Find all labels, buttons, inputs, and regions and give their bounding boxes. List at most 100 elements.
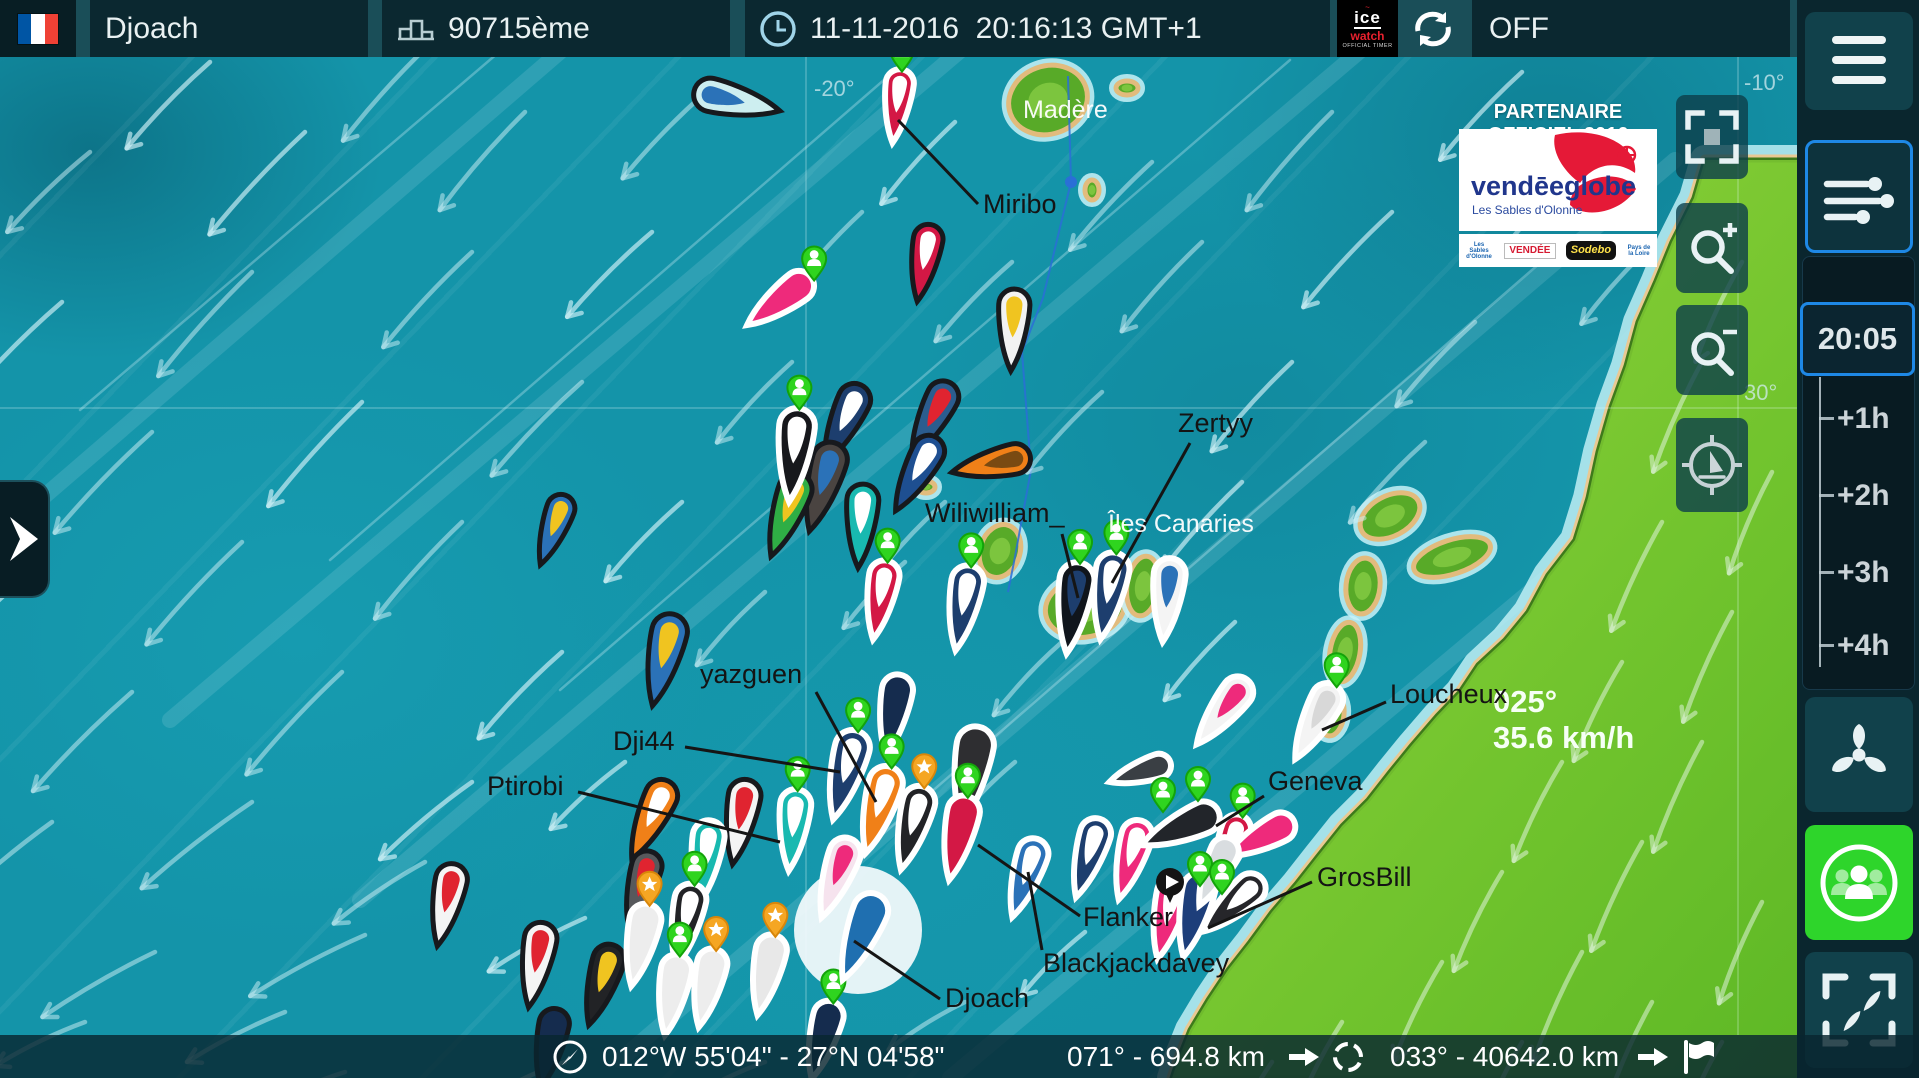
boat[interactable] bbox=[827, 888, 894, 986]
menu-button[interactable] bbox=[1805, 12, 1913, 110]
wind-arrow bbox=[1510, 759, 1565, 864]
boat[interactable] bbox=[527, 490, 579, 570]
timeline-step-1h[interactable]: +1h bbox=[1837, 402, 1890, 435]
wind-arrow bbox=[476, 649, 565, 741]
timeline-step-2h[interactable]: +2h bbox=[1837, 479, 1890, 512]
boat-label[interactable]: Miribo bbox=[983, 189, 1057, 219]
boat-label[interactable]: Loucheux bbox=[1390, 679, 1508, 709]
clock-panel[interactable]: 11-11-2016 20:16:13 GMT+1 bbox=[745, 0, 1330, 57]
boat[interactable] bbox=[1135, 796, 1225, 859]
wind-layer-button[interactable] bbox=[1805, 140, 1913, 253]
engine-options-button[interactable] bbox=[1805, 697, 1913, 812]
boat[interactable] bbox=[422, 861, 471, 952]
friend-pin[interactable] bbox=[1208, 859, 1236, 896]
friend-pin[interactable] bbox=[681, 850, 708, 888]
boat[interactable] bbox=[807, 833, 866, 924]
boat[interactable] bbox=[617, 774, 683, 866]
boat[interactable] bbox=[716, 776, 764, 870]
player-name-button[interactable]: Djoach bbox=[90, 0, 368, 57]
boat[interactable] bbox=[573, 940, 628, 1031]
friend-pin[interactable] bbox=[1323, 652, 1350, 689]
boat-label[interactable]: Djoach bbox=[945, 983, 1029, 1013]
current-time-box[interactable]: 20:05 bbox=[1800, 302, 1915, 376]
friends-icon bbox=[1820, 844, 1898, 921]
playback-marker[interactable] bbox=[1156, 868, 1184, 903]
friends-button[interactable] bbox=[1805, 825, 1913, 940]
wind-arrow bbox=[933, 259, 1015, 344]
boat[interactable] bbox=[1220, 807, 1301, 868]
boat[interactable] bbox=[858, 557, 903, 646]
route-waypoint-dot[interactable] bbox=[1065, 176, 1077, 188]
label-line bbox=[1026, 871, 1044, 951]
label-line bbox=[1321, 700, 1387, 732]
center-on-boat-button[interactable] bbox=[1676, 418, 1748, 512]
friend-pin[interactable] bbox=[954, 762, 981, 800]
label-line bbox=[1215, 794, 1265, 828]
boat[interactable] bbox=[842, 481, 882, 574]
friend-pin[interactable] bbox=[1067, 528, 1094, 566]
friend-pin[interactable] bbox=[878, 733, 905, 771]
country-flag-button[interactable] bbox=[0, 0, 76, 57]
star-pin[interactable] bbox=[636, 870, 663, 908]
boat-label[interactable]: Flanker bbox=[1083, 902, 1173, 932]
timeline-step-3h[interactable]: +3h bbox=[1837, 556, 1890, 589]
friend-pin[interactable] bbox=[845, 697, 872, 734]
boat-label[interactable]: Wiliwilliam_ bbox=[925, 498, 1065, 528]
friend-pin[interactable] bbox=[958, 532, 985, 570]
island bbox=[1338, 551, 1388, 621]
star-pin[interactable] bbox=[762, 901, 789, 939]
boat[interactable] bbox=[939, 562, 987, 657]
boat[interactable] bbox=[903, 221, 946, 307]
friend-pin[interactable] bbox=[1184, 766, 1212, 803]
boat[interactable] bbox=[512, 919, 560, 1013]
expand-panel-tab[interactable] bbox=[0, 480, 50, 598]
star-pin[interactable] bbox=[703, 915, 730, 953]
wind-arrow bbox=[377, 779, 475, 862]
friend-pin[interactable] bbox=[786, 374, 813, 412]
timeline-step-4h[interactable]: +4h bbox=[1837, 629, 1890, 662]
boat[interactable] bbox=[1103, 750, 1174, 794]
boat[interactable] bbox=[933, 792, 983, 887]
friend-pin[interactable] bbox=[874, 527, 901, 565]
boat[interactable] bbox=[773, 786, 815, 878]
rank-button[interactable]: 90715ème bbox=[382, 0, 730, 57]
boat-label[interactable]: yazguen bbox=[700, 659, 802, 689]
boat[interactable] bbox=[793, 438, 852, 537]
friend-pin[interactable] bbox=[666, 921, 693, 959]
waypoint-arrow-icon bbox=[1287, 1035, 1321, 1078]
auto-refresh-toggle[interactable]: OFF bbox=[1472, 0, 1790, 57]
forecast-timeline[interactable]: 20:05 +1h +2h +3h +4h bbox=[1800, 256, 1915, 690]
boat[interactable] bbox=[690, 75, 785, 127]
boat[interactable] bbox=[635, 610, 691, 711]
wind-arrow bbox=[1301, 209, 1395, 310]
friend-pin[interactable] bbox=[1186, 851, 1214, 888]
boat-label[interactable]: Dji44 bbox=[613, 726, 675, 756]
fullscreen-button[interactable] bbox=[1676, 95, 1748, 179]
boat-label[interactable]: GrosBill bbox=[1317, 862, 1412, 892]
friend-pin[interactable] bbox=[820, 968, 847, 1006]
zoom-in-button[interactable] bbox=[1676, 203, 1748, 293]
boat-label[interactable]: Blackjackdavey bbox=[1043, 948, 1230, 978]
boat[interactable] bbox=[882, 430, 951, 519]
boat-label[interactable]: Zertyy bbox=[1178, 408, 1254, 438]
timeline-axis bbox=[1819, 377, 1821, 667]
wind-arrow bbox=[156, 269, 255, 379]
wind-arrow bbox=[1607, 519, 1665, 634]
boat[interactable] bbox=[1061, 814, 1115, 904]
wind-arrow bbox=[564, 229, 655, 320]
refresh-button[interactable] bbox=[1406, 8, 1460, 50]
boat-label[interactable]: Geneva bbox=[1268, 766, 1364, 796]
friend-pin[interactable] bbox=[1103, 519, 1130, 556]
boat-label[interactable]: Ptirobi bbox=[487, 771, 564, 801]
label-line bbox=[1060, 533, 1080, 599]
boat[interactable] bbox=[995, 286, 1033, 377]
zoom-out-button[interactable] bbox=[1676, 305, 1748, 395]
boat[interactable] bbox=[1184, 670, 1259, 754]
boat[interactable] bbox=[946, 441, 1034, 487]
friend-pin[interactable] bbox=[801, 245, 828, 283]
star-pin[interactable] bbox=[911, 753, 938, 790]
boat[interactable] bbox=[738, 265, 820, 337]
friend-pin[interactable] bbox=[1149, 777, 1177, 814]
boat[interactable] bbox=[1147, 555, 1189, 648]
waypoint-distance: 071° - 694.8 km bbox=[1067, 1040, 1265, 1072]
